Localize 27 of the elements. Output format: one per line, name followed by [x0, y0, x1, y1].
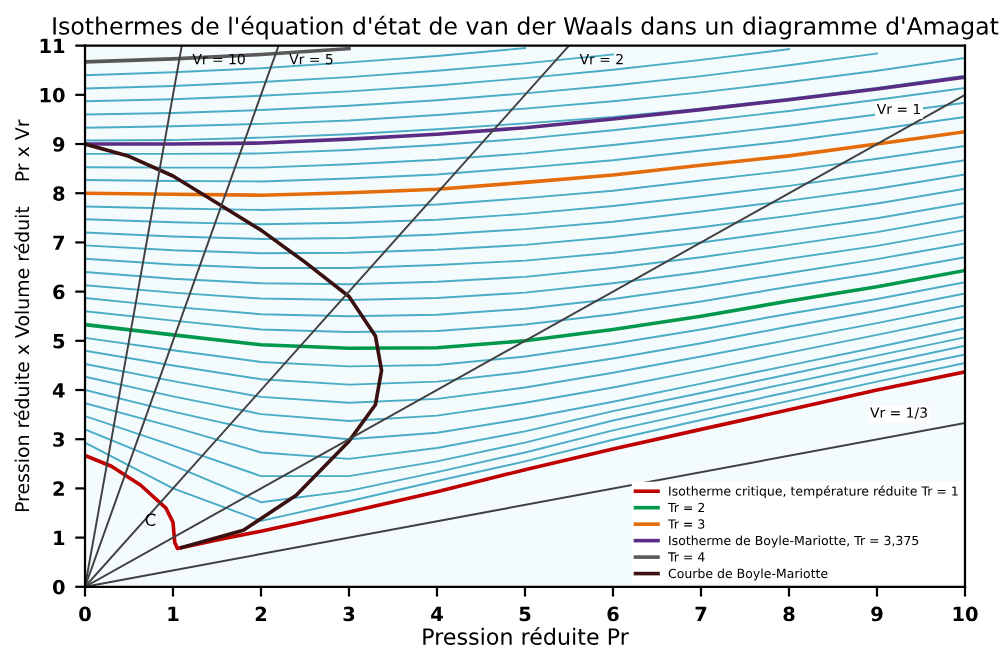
x-tick-label: 9: [871, 606, 883, 622]
y-tick-label: 0: [52, 579, 65, 595]
x-tick-label: 2: [255, 606, 267, 622]
y-tick-label: 8: [53, 186, 65, 201]
x-tick-label: 3: [343, 606, 355, 622]
y-tick-label: 3: [53, 432, 65, 447]
x-axis-title: Pression réduite Pr: [423, 626, 629, 646]
x-tick-label: 4: [431, 606, 443, 622]
y-tick-label: 7: [53, 235, 65, 250]
y-tick-label: 1: [54, 530, 65, 545]
x-tick-label: 0: [79, 606, 91, 622]
x-tick-label: 10: [953, 606, 978, 622]
y-axis-title: Pression réduite x Volume réduit Pr x Vr: [13, 119, 30, 512]
x-tick-label: 5: [519, 606, 531, 622]
y-tick-label: 2: [53, 481, 64, 496]
x-tick-label: 7: [695, 606, 707, 622]
y-tick-label: 11: [40, 38, 65, 54]
y-tick-label: 5: [53, 334, 65, 349]
chart-title: Isothermes de l'équation d'état de van der Waals dans un diagramme d'Amagat: [53, 15, 999, 40]
y-tick-label: 10: [40, 87, 65, 103]
y-tick-label: 4: [52, 383, 65, 398]
y-tick-label: 9: [53, 137, 65, 152]
x-tick-label: 1: [168, 606, 179, 622]
x-tick-label: 6: [607, 606, 619, 622]
y-tick-label: 6: [53, 284, 65, 300]
x-tick-label: 8: [783, 606, 795, 622]
annotation: C: [145, 513, 156, 527]
